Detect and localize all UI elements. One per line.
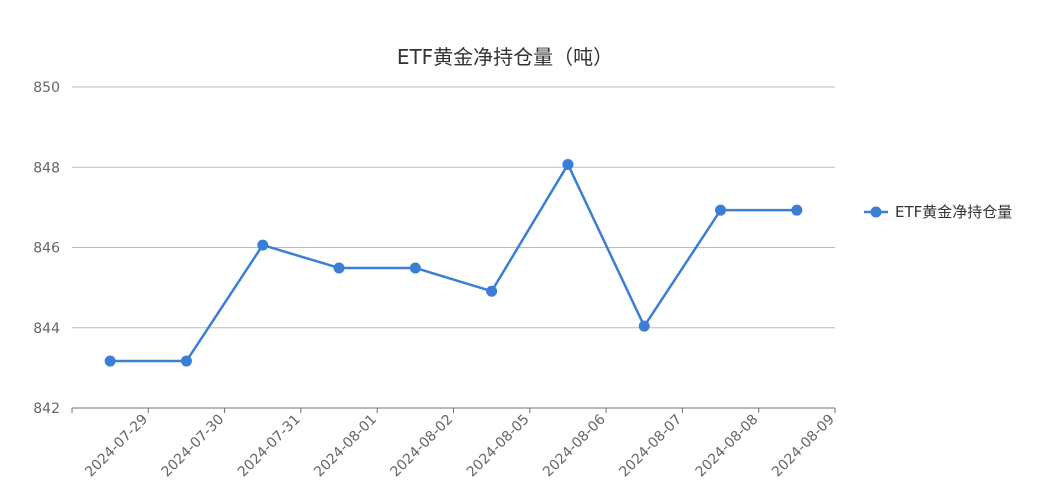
data-point[interactable] (257, 239, 269, 251)
data-point[interactable] (715, 204, 727, 216)
series-line (110, 163, 797, 363)
data-point[interactable] (333, 262, 345, 274)
x-tick-label: 2024-08-02 (387, 412, 456, 481)
legend[interactable]: ETF黄金净持仓量 (864, 203, 1012, 221)
x-axis: 2024-07-29 2024-07-30 2024-07-31 2024-08-01… (71, 407, 838, 481)
data-point[interactable] (638, 320, 650, 332)
data-point[interactable] (486, 285, 498, 297)
data-point[interactable] (104, 355, 116, 367)
x-tick-label: 2024-08-01 (311, 412, 380, 481)
x-tick-label: 2024-08-05 (464, 412, 533, 481)
y-axis: 842 844 846 848 850 (33, 80, 60, 417)
x-tick-label: 2024-08-06 (540, 411, 609, 480)
y-tick-label: 850 (33, 80, 60, 96)
series-layer (104, 158, 803, 367)
x-tick-label: 2024-07-29 (82, 412, 151, 481)
x-tick-label: 2024-07-30 (159, 412, 228, 481)
legend-marker-icon (870, 206, 882, 218)
y-tick-label: 844 (33, 321, 60, 337)
data-point[interactable] (409, 262, 421, 274)
y-tick-label: 846 (33, 241, 60, 257)
grid-lines (72, 86, 835, 329)
chart-title: ETF黄金净持仓量（吨） (397, 45, 613, 69)
data-point[interactable] (180, 355, 192, 367)
x-tick-label: 2024-08-09 (769, 412, 838, 481)
legend-label[interactable]: ETF黄金净持仓量 (895, 203, 1012, 221)
y-tick-label: 842 (33, 401, 60, 417)
x-tick-label: 2024-08-08 (693, 412, 762, 481)
data-point[interactable] (791, 204, 803, 216)
x-tick-label: 2024-08-07 (616, 412, 685, 481)
data-point[interactable] (562, 158, 574, 170)
x-tick-label: 2024-07-31 (235, 412, 304, 481)
y-tick-label: 848 (33, 160, 60, 176)
